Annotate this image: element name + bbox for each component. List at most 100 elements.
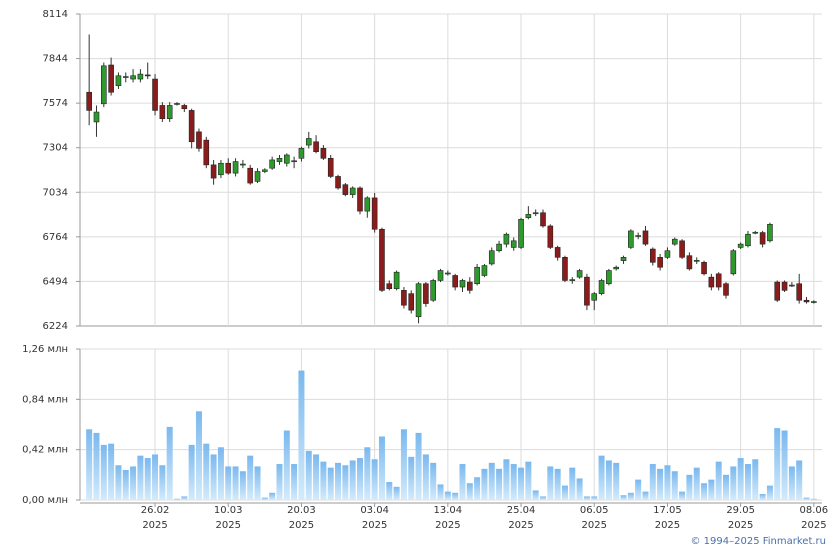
volume-bar <box>203 443 210 500</box>
x-tick-label: 2025 <box>289 520 314 531</box>
volume-bar <box>635 479 642 500</box>
volume-bar <box>657 468 664 500</box>
y-tick-label: 0,84 млн <box>22 394 68 405</box>
volume-bar <box>591 496 598 500</box>
candle-body <box>642 230 649 245</box>
volume-bar <box>144 458 151 500</box>
x-tick-label: 17.05 <box>653 505 682 516</box>
candle-body <box>628 230 634 248</box>
volume-bar <box>349 460 356 500</box>
x-tick-label: 25.04 <box>507 505 536 516</box>
volume-bar <box>488 462 495 500</box>
volume-bar <box>137 455 144 500</box>
candle-body <box>86 91 92 111</box>
candle-body <box>693 259 700 262</box>
volume-bar <box>115 465 122 500</box>
candle-body <box>649 248 656 263</box>
volume-bar <box>393 486 400 500</box>
x-tick-label: 2025 <box>362 520 387 531</box>
volume-bar <box>576 478 583 500</box>
candle-body <box>357 187 363 212</box>
volume-bar <box>210 454 217 500</box>
volume-bar <box>335 462 342 500</box>
candle-body <box>93 111 100 123</box>
candle-body <box>240 163 246 166</box>
x-tick-label: 2025 <box>216 520 241 531</box>
volume-bar <box>188 444 195 500</box>
volume-bar <box>378 436 385 500</box>
volume-bar <box>305 450 312 500</box>
volume-bar <box>686 474 693 500</box>
candle-body <box>635 235 641 237</box>
volume-bar <box>444 491 451 500</box>
volume-bar <box>152 454 159 500</box>
x-tick-label: 06.05 <box>580 505 609 516</box>
volume-bar <box>320 461 327 500</box>
volume-bar <box>466 483 473 500</box>
volume-bar <box>561 485 568 500</box>
volume-bar <box>298 370 305 500</box>
candle-body <box>518 219 524 248</box>
candle-body <box>576 270 583 278</box>
volume-bar <box>569 467 576 500</box>
candle-body <box>584 276 590 306</box>
volume-bar <box>679 491 686 500</box>
volume-bar <box>715 461 722 500</box>
y-tick-label: 6224 <box>43 321 68 332</box>
volume-bar <box>583 496 590 500</box>
candle-body <box>715 273 722 288</box>
volume-bar <box>774 428 781 500</box>
volume-bar <box>291 464 298 500</box>
candle-body <box>481 265 488 276</box>
candle-body <box>320 148 327 159</box>
x-tick-label: 2025 <box>801 520 826 531</box>
volume-bar <box>174 498 180 500</box>
volume-bar <box>759 494 766 500</box>
volume-bar <box>620 495 627 500</box>
volume-bar <box>730 466 737 500</box>
candle-body <box>408 293 415 311</box>
volume-bar <box>371 459 378 500</box>
candle-body <box>152 78 158 111</box>
x-tick-label: 03.04 <box>360 505 389 516</box>
candle-body <box>415 283 422 318</box>
candle-body <box>730 250 737 275</box>
candle-body <box>174 103 180 105</box>
candle-body <box>291 160 297 163</box>
candle-body <box>671 238 678 245</box>
volume-bar <box>232 466 239 500</box>
volume-bar <box>217 447 224 500</box>
volume-bar <box>239 471 246 500</box>
candle-body <box>210 164 217 179</box>
candle-body <box>430 280 437 301</box>
volume-bar <box>195 411 202 500</box>
volume-bar <box>547 466 554 500</box>
volume-bar <box>796 460 803 500</box>
candle-body <box>137 73 144 80</box>
volume-bar <box>327 467 334 500</box>
candle-body <box>349 187 356 195</box>
candle-body <box>445 272 451 275</box>
volume-bar <box>766 485 773 500</box>
candle-body <box>767 224 773 242</box>
candle-body <box>459 280 466 288</box>
x-tick-label: 2025 <box>142 520 167 531</box>
volume-bar <box>181 496 188 500</box>
volume-bar <box>108 443 115 500</box>
candle-body <box>254 171 261 182</box>
volume-bar <box>283 430 290 500</box>
candle-body <box>496 243 502 252</box>
volume-bar <box>254 466 261 500</box>
volume-bar <box>122 470 129 500</box>
candle-body <box>232 161 239 174</box>
volume-bar <box>415 432 422 500</box>
candle-body <box>796 283 803 301</box>
volume-bar <box>810 498 817 500</box>
copyright[interactable]: © 1994–2025 Finmarket.ru <box>690 536 826 547</box>
candle-body <box>811 301 817 303</box>
volume-bar <box>474 477 481 500</box>
volume-bar <box>518 467 525 500</box>
volume-bar <box>708 479 715 500</box>
volume-bar <box>422 454 429 500</box>
